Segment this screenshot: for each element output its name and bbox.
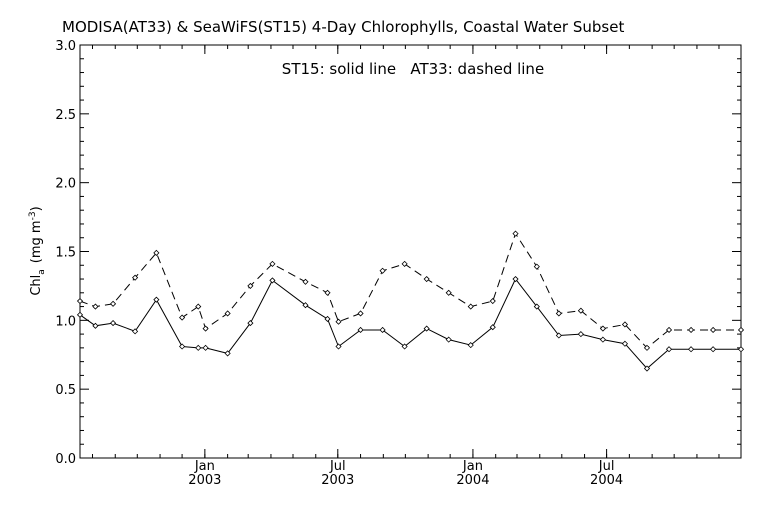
x-tick-label-year: 2004	[590, 473, 623, 488]
y-tick-label: 1.0	[55, 314, 76, 329]
data-point-at33	[577, 307, 584, 314]
data-point-st15	[577, 331, 584, 338]
x-tick-label-year: 2003	[188, 473, 221, 488]
data-point-st15	[224, 350, 231, 357]
y-tick-label: 0.0	[55, 452, 76, 467]
data-point-at33	[202, 325, 209, 332]
data-point-st15	[687, 346, 695, 353]
data-point-st15	[533, 303, 540, 310]
data-point-at33	[687, 326, 695, 334]
data-point-at33	[379, 267, 386, 274]
data-point-st15	[202, 344, 209, 351]
data-point-at33	[195, 303, 202, 310]
data-point-st15	[92, 322, 99, 329]
data-point-at33	[224, 310, 231, 317]
data-point-at33	[153, 249, 160, 256]
data-point-st15	[109, 320, 117, 327]
data-point-at33	[335, 318, 342, 325]
data-point-at33	[179, 314, 186, 321]
data-point-st15	[512, 275, 519, 283]
legend-text: ST15: solid line AT33: dashed line	[282, 60, 544, 78]
y-tick-label: 0.5	[55, 383, 76, 398]
data-point-at33	[643, 344, 651, 351]
data-point-st15	[445, 336, 452, 343]
data-point-st15	[379, 326, 386, 334]
y-label-chl: Chl	[29, 275, 44, 296]
y-axis-label: Chla (mg m-3)	[28, 206, 47, 295]
data-point-st15	[401, 343, 408, 350]
data-point-at33	[324, 289, 331, 296]
data-point-at33	[489, 297, 496, 305]
data-point-st15	[153, 296, 160, 303]
data-point-at33	[599, 325, 606, 332]
y-axis: 0.0 0.5 1.0 1.5 2.0 2.5 3.0	[55, 39, 741, 467]
y-tick-label: 2.5	[55, 108, 76, 123]
y-label-unit-open: (mg m	[29, 220, 44, 263]
data-point-st15	[357, 326, 364, 334]
x-tick-label-month: Jul	[598, 459, 615, 474]
x-tick-label-month: Jul	[329, 459, 346, 474]
data-point-at33	[357, 310, 364, 317]
data-point-st15	[423, 325, 430, 332]
data-point-at33	[423, 275, 430, 283]
plot-frame	[79, 44, 742, 459]
data-point-st15	[269, 277, 276, 284]
data-point-st15	[76, 311, 84, 318]
data-point-at33	[445, 289, 452, 296]
data-point-at33	[737, 326, 745, 334]
data-point-at33	[247, 282, 254, 289]
data-point-at33	[467, 303, 474, 310]
data-point-st15	[179, 343, 186, 350]
y-tick-label: 1.5	[55, 246, 76, 261]
y-label-unit-sup: -3	[28, 211, 38, 220]
data-point-at33	[665, 326, 673, 334]
series-line-at33	[79, 232, 741, 349]
data-point-st15	[132, 328, 139, 335]
data-point-at33	[109, 300, 117, 307]
series-layer	[76, 230, 745, 372]
data-point-at33	[401, 260, 408, 267]
data-point-st15	[665, 346, 673, 353]
data-point-st15	[324, 315, 331, 323]
data-point-at33	[710, 326, 717, 334]
y-tick-label: 2.0	[55, 177, 76, 192]
data-point-st15	[737, 346, 745, 353]
chart-title: MODISA(AT33) & SeaWiFS(ST15) 4-Day Chlor…	[62, 18, 624, 36]
data-point-at33	[92, 303, 99, 310]
data-point-at33	[533, 263, 540, 270]
data-point-st15	[335, 343, 342, 350]
data-point-st15	[247, 320, 254, 327]
data-point-st15	[195, 344, 202, 351]
y-tick-label: 3.0	[55, 39, 76, 54]
x-tick-label-month: Jan	[462, 459, 483, 474]
data-point-st15	[710, 346, 717, 353]
y-label-sub: a	[37, 269, 47, 275]
series-line-st15	[79, 278, 741, 370]
data-point-st15	[302, 302, 309, 309]
data-point-st15	[467, 342, 474, 349]
x-tick-label-year: 2004	[456, 473, 489, 488]
data-point-at33	[555, 310, 562, 317]
data-point-st15	[599, 336, 606, 343]
data-point-at33	[621, 321, 629, 328]
data-point-at33	[132, 274, 139, 281]
y-label-unit-close: )	[29, 206, 44, 211]
data-point-st15	[555, 332, 562, 339]
x-tick-label-year: 2003	[321, 473, 354, 488]
data-point-at33	[302, 278, 309, 285]
data-point-st15	[489, 324, 496, 331]
data-point-at33	[512, 230, 519, 237]
data-point-st15	[621, 340, 629, 347]
data-point-at33	[269, 260, 276, 267]
data-point-at33	[76, 297, 84, 305]
data-point-st15	[643, 365, 651, 372]
x-tick-label-month: Jan	[194, 459, 215, 474]
